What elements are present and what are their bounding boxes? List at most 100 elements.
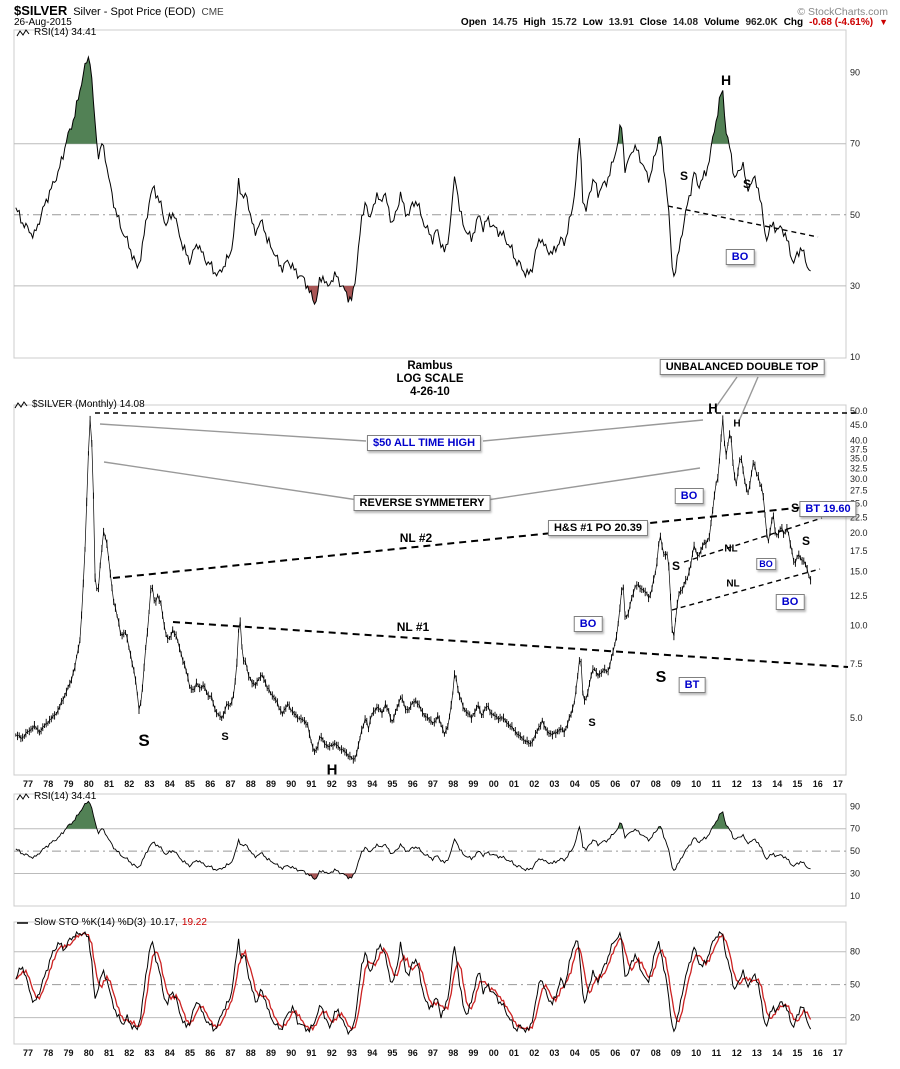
x-axis-label: 86 [205, 779, 215, 789]
y-axis-label: 27.5 [850, 486, 868, 496]
annotation-letter: S [679, 169, 689, 183]
x-axis-label: 83 [144, 1048, 154, 1058]
x-axis-label: 16 [813, 1048, 823, 1058]
x-axis-label: 02 [529, 779, 539, 789]
x-axis-label: 99 [468, 1048, 478, 1058]
annotation-letter: S [655, 669, 667, 686]
callout-line [715, 376, 738, 408]
annotation-box: BO [725, 249, 755, 265]
quote-label: Volume [704, 17, 740, 28]
x-axis-label: 77 [23, 1048, 33, 1058]
x-axis-label: 12 [732, 779, 742, 789]
x-axis-label: 91 [306, 1048, 316, 1058]
y-axis-label: 70 [850, 824, 860, 834]
annotation-box: BO [573, 616, 603, 632]
stoch-d-value: 19.22 [181, 917, 207, 928]
x-axis-label: 89 [266, 1048, 276, 1058]
x-axis-label: 06 [610, 779, 620, 789]
x-axis-label: 95 [387, 1048, 397, 1058]
x-axis-label: 81 [104, 779, 114, 789]
chart-header: $SILVER Silver - Spot Price (EOD) CME © … [14, 3, 888, 18]
x-axis-label: 83 [144, 779, 154, 789]
x-axis-label: 98 [448, 779, 458, 789]
x-axis-label: 11 [712, 1048, 722, 1058]
annotation-letter: NL #2 [399, 531, 433, 545]
copyright: © StockCharts.com [797, 6, 888, 18]
annotation-letter: NL [726, 578, 740, 590]
annotation-box: BT [678, 677, 706, 693]
y-axis-label: 90 [850, 68, 860, 78]
callout-line [486, 467, 701, 501]
x-axis-label: 92 [327, 1048, 337, 1058]
callout-line [482, 419, 704, 442]
rsi-top-legend: RSI(14) 34.41 [16, 27, 96, 38]
x-axis-label: 98 [448, 1048, 458, 1058]
x-axis-label: 99 [468, 779, 478, 789]
x-axis-label: 07 [630, 1048, 640, 1058]
annotation-box: BO [756, 558, 776, 570]
x-axis-label: 82 [124, 1048, 134, 1058]
y-axis-label: 30.0 [850, 474, 868, 484]
annotation-letter: S [138, 731, 150, 750]
callout-line [738, 376, 759, 422]
x-axis-label: 95 [387, 779, 397, 789]
annotation-letter: S [801, 534, 811, 548]
y-axis-label: 22.5 [850, 513, 868, 523]
y-axis-label: 50 [850, 980, 860, 990]
x-axis-label: 93 [347, 779, 357, 789]
y-axis-label: 10.0 [850, 621, 868, 631]
y-axis-label: 32.5 [850, 463, 868, 473]
quote-row: 26-Aug-2015 Open 14.75 High 15.72 Low 13.91 Cl… [14, 17, 888, 28]
trendline [172, 621, 849, 668]
x-axis-label: 86 [205, 1048, 215, 1058]
quote-value: 962.0K [745, 17, 778, 28]
x-axis-label: 03 [549, 1048, 559, 1058]
y-axis-label: 37.5 [850, 444, 868, 454]
trendline [683, 517, 823, 563]
x-axis-label: 89 [266, 779, 276, 789]
indicator-line-icon [16, 792, 30, 800]
x-axis-label: 15 [792, 1048, 802, 1058]
annotation-box: REVERSE SYMMETERY [353, 495, 491, 511]
quote-value: 14.08 [673, 17, 699, 28]
annotation-letter: S [671, 559, 681, 573]
annotation-letter: S [221, 731, 229, 743]
x-axis-label: 88 [246, 1048, 256, 1058]
y-axis-label: 10 [850, 352, 860, 362]
x-axis-label: 81 [104, 1048, 114, 1058]
rsi-legend-label: RSI(14) 34.41 [34, 791, 97, 802]
x-axis-label: 00 [489, 1048, 499, 1058]
y-axis-label: 10 [850, 891, 860, 901]
x-axis-label: 88 [246, 779, 256, 789]
change-direction-icon: ▼ [879, 17, 888, 27]
x-axis-label: 85 [185, 779, 195, 789]
annotation-box: UNBALANCED DOUBLE TOP [659, 359, 825, 375]
quote-value: 14.75 [492, 17, 518, 28]
x-axis-label: 82 [124, 779, 134, 789]
x-axis-label: 84 [165, 779, 175, 789]
annotation-box: BT 19.60 [799, 501, 857, 517]
symbol: $SILVER [14, 3, 68, 18]
stoch-line-icon [17, 921, 28, 924]
quote-value: 13.91 [608, 17, 634, 28]
y-axis-label: 25.0 [850, 498, 868, 508]
trendline [667, 205, 819, 238]
y-axis-label: 20 [850, 1013, 860, 1023]
x-axis-label: 90 [286, 1048, 296, 1058]
y-axis-label: 7.5 [850, 659, 863, 669]
x-axis-label: 00 [489, 779, 499, 789]
price-legend: $SILVER (Monthly) 14.08 [14, 399, 145, 410]
annotation-letter: H [708, 400, 718, 416]
x-axis-label: 78 [43, 779, 53, 789]
x-axis-label: 92 [327, 779, 337, 789]
chart-date: 26-Aug-2015 [14, 17, 72, 28]
indicator-line-icon [16, 28, 30, 36]
y-axis-label: 12.5 [850, 591, 868, 601]
quote-label: Chg [783, 17, 804, 28]
quote-value: 15.72 [551, 17, 577, 28]
x-axis-label: 01 [509, 779, 519, 789]
trendline [671, 568, 821, 611]
x-axis-label: 80 [84, 779, 94, 789]
